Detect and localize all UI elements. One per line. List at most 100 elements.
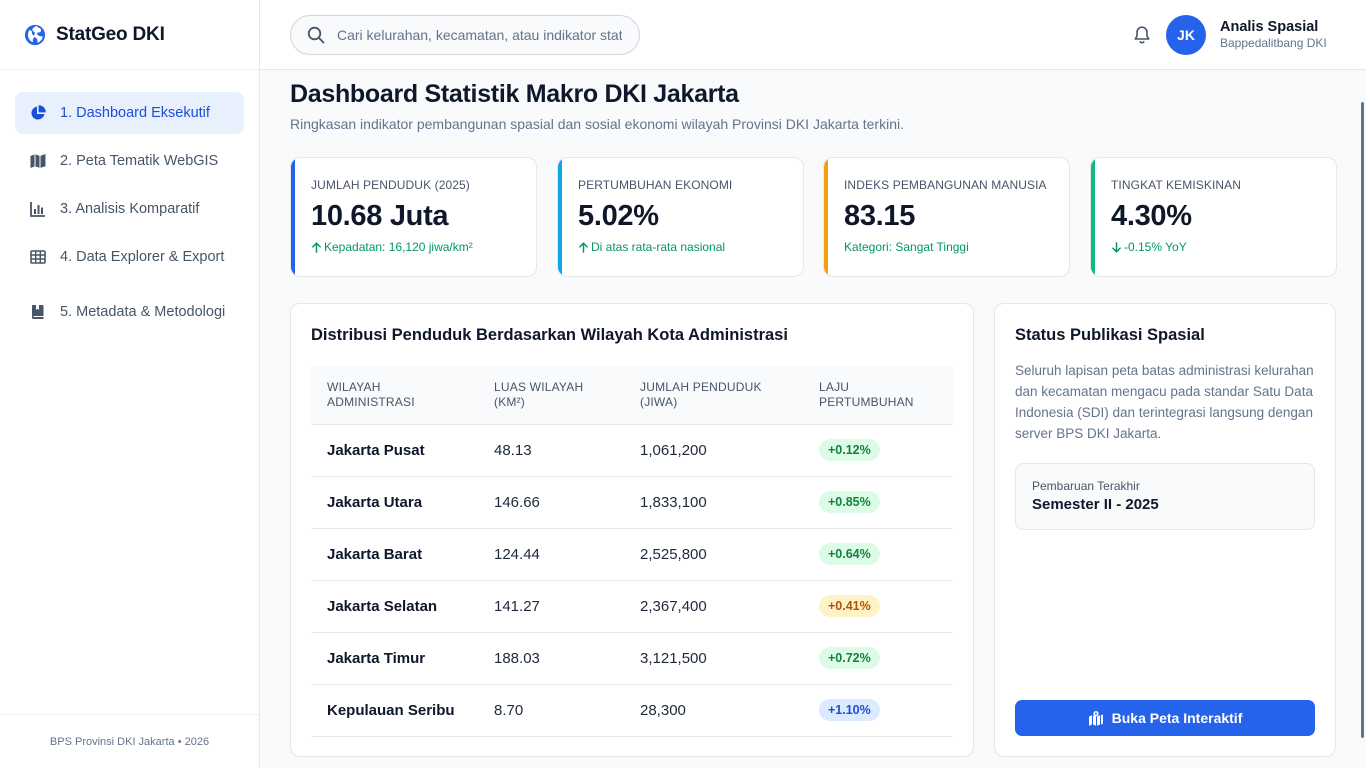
sidebar-item-label: 2. Peta Tematik WebGIS xyxy=(60,153,219,169)
search-box[interactable] xyxy=(290,15,640,55)
sidebar-item-webgis[interactable]: 2. Peta Tematik WebGIS xyxy=(15,140,244,182)
user-organization: Bappedalitbang DKI xyxy=(1220,36,1327,50)
globe-icon xyxy=(24,24,46,45)
book-icon xyxy=(32,305,44,319)
growth-badge: +0.12% xyxy=(819,439,880,461)
last-update-label: Pembaruan Terakhir xyxy=(1032,479,1140,493)
sidebar: StatGeo DKI 1. Dashboard Eksekutif 2. Pe… xyxy=(0,0,260,768)
main-content: Dashboard Statistik Makro DKI Jakarta Ri… xyxy=(260,70,1366,768)
table-header-row: WILAYAH ADMINISTRASI LUAS WILAYAH (KM²) JU… xyxy=(311,366,953,424)
population-cell: 3,121,500 xyxy=(624,631,803,684)
kpi-card-economic-growth: PERTUMBUHAN EKONOMI 5.02% Di atas rata-r… xyxy=(557,157,804,277)
distribution-card: Distribusi Penduduk Berdasarkan Wilayah … xyxy=(290,303,974,757)
table-icon xyxy=(30,250,46,264)
status-description: Seluruh lapisan peta batas administrasi … xyxy=(1015,363,1314,441)
growth-cell: +0.85% xyxy=(803,475,953,528)
area-cell: 48.13 xyxy=(478,423,624,476)
kpi-value: 4.30% xyxy=(1111,200,1192,232)
status-title: Status Publikasi Spasial xyxy=(1015,326,1205,344)
region-cell: Jakarta Barat xyxy=(311,527,478,580)
region-cell: Jakarta Timur xyxy=(311,631,478,684)
sidebar-item-label: 3. Analisis Komparatif xyxy=(60,201,200,217)
table-row[interactable]: Jakarta Barat 124.44 2,525,800 +0.64% xyxy=(311,527,953,580)
area-cell: 188.03 xyxy=(478,631,624,684)
region-cell: Jakarta Utara xyxy=(311,475,478,528)
scrollbar[interactable] xyxy=(1361,102,1364,738)
growth-cell: +0.41% xyxy=(803,579,953,632)
table-row[interactable]: Jakarta Utara 146.66 1,833,100 +0.85% xyxy=(311,475,953,528)
sidebar-item-analysis[interactable]: 3. Analisis Komparatif xyxy=(15,188,244,230)
open-interactive-map-button[interactable]: Buka Peta Interaktif xyxy=(1015,700,1315,736)
column-header-area[interactable]: LUAS WILAYAH (KM²) xyxy=(494,379,584,409)
area-cell: 8.70 xyxy=(478,683,624,737)
sidebar-item-label: 5. Metadata & Metodologi xyxy=(60,304,226,320)
growth-badge: +0.64% xyxy=(819,543,880,565)
pie-chart-icon xyxy=(31,105,46,120)
kpi-note-text: Di atas rata-rata nasional xyxy=(591,240,726,254)
notification-bell-icon[interactable] xyxy=(1132,25,1152,45)
growth-badge: +0.41% xyxy=(819,595,880,617)
kpi-value: 83.15 xyxy=(844,200,916,232)
population-cell: 2,525,800 xyxy=(624,527,803,580)
last-update-box: Pembaruan Terakhir Semester II - 2025 xyxy=(1015,463,1315,530)
publication-status-card: Status Publikasi Spasial Seluruh lapisan… xyxy=(994,303,1336,757)
kpi-note: Kategori: Sangat Tinggi xyxy=(844,240,1069,254)
distribution-title: Distribusi Penduduk Berdasarkan Wilayah … xyxy=(311,326,788,344)
kpi-note: -0.15% YoY xyxy=(1111,240,1336,254)
growth-badge: +1.10% xyxy=(819,699,880,721)
area-cell: 141.27 xyxy=(478,579,624,632)
region-cell: Jakarta Pusat xyxy=(311,423,478,476)
kpi-card-population: JUMLAH PENDUDUK (2025) 10.68 Juta Kepada… xyxy=(290,157,537,277)
kpi-note-text: Kepadatan: 16,120 jiwa/km² xyxy=(324,240,473,254)
sidebar-item-label: 1. Dashboard Eksekutif xyxy=(60,105,210,121)
page-subtitle: Ringkasan indikator pembangunan spasial … xyxy=(290,116,904,132)
kpi-value: 10.68 Juta xyxy=(311,200,449,232)
population-cell: 1,833,100 xyxy=(624,475,803,528)
region-cell: Jakarta Selatan xyxy=(311,579,478,632)
search-icon xyxy=(307,26,325,44)
region-cell: Kepulauan Seribu xyxy=(311,683,478,737)
kpi-card-hdi: INDEKS PEMBANGUNAN MANUSIA 83.15 Kategor… xyxy=(823,157,1070,277)
map-icon xyxy=(1088,711,1103,726)
sidebar-item-label: 4. Data Explorer & Export xyxy=(60,249,225,265)
population-cell: 28,300 xyxy=(624,683,803,737)
sidebar-item-data-explorer[interactable]: 4. Data Explorer & Export xyxy=(15,236,244,278)
sidebar-nav: 1. Dashboard Eksekutif 2. Peta Tematik W… xyxy=(0,70,259,340)
last-update-value: Semester II - 2025 xyxy=(1032,496,1159,513)
search-input[interactable] xyxy=(337,27,622,43)
bar-chart-icon xyxy=(30,202,45,217)
sidebar-item-metadata[interactable]: 5. Metadata & Metodologi xyxy=(15,284,244,340)
population-cell: 2,367,400 xyxy=(624,579,803,632)
growth-cell: +0.64% xyxy=(803,527,953,580)
table-row[interactable]: Jakarta Timur 188.03 3,121,500 +0.72% xyxy=(311,631,953,684)
page-title: Dashboard Statistik Makro DKI Jakarta xyxy=(290,80,739,108)
growth-cell: +0.72% xyxy=(803,631,953,684)
arrow-down-icon xyxy=(1112,241,1121,253)
column-header-growth[interactable]: LAJU PERTUMBUHAN xyxy=(819,379,914,409)
kpi-label: TINGKAT KEMISKINAN xyxy=(1111,178,1242,192)
avatar[interactable]: JK xyxy=(1166,15,1206,55)
kpi-label: PERTUMBUHAN EKONOMI xyxy=(578,178,733,192)
arrow-up-icon xyxy=(579,241,588,253)
kpi-label: INDEKS PEMBANGUNAN MANUSIA xyxy=(844,178,1047,192)
sidebar-footer: BPS Provinsi DKI Jakarta • 2026 xyxy=(0,714,259,768)
user-info[interactable]: Analis Spasial Bappedalitbang DKI xyxy=(1220,19,1327,50)
brand[interactable]: StatGeo DKI xyxy=(0,0,259,70)
growth-cell: +1.10% xyxy=(803,683,953,737)
kpi-value: 5.02% xyxy=(578,200,659,232)
sidebar-item-dashboard[interactable]: 1. Dashboard Eksekutif xyxy=(15,92,244,134)
column-header-population[interactable]: JUMLAH PENDUDUK (JIWA) xyxy=(640,379,762,409)
kpi-note: Di atas rata-rata nasional xyxy=(578,240,803,254)
growth-badge: +0.85% xyxy=(819,491,880,513)
user-name: Analis Spasial xyxy=(1220,19,1319,35)
table-row[interactable]: Jakarta Pusat 48.13 1,061,200 +0.12% xyxy=(311,423,953,476)
topbar: JK Analis Spasial Bappedalitbang DKI xyxy=(260,0,1366,70)
table-row[interactable]: Jakarta Selatan 141.27 2,367,400 +0.41% xyxy=(311,579,953,632)
table-row[interactable]: Kepulauan Seribu 8.70 28,300 +1.10% xyxy=(311,683,953,737)
kpi-card-poverty: TINGKAT KEMISKINAN 4.30% -0.15% YoY xyxy=(1090,157,1337,277)
kpi-note-text: Kategori: Sangat Tinggi xyxy=(844,240,969,254)
population-cell: 1,061,200 xyxy=(624,423,803,476)
arrow-up-icon xyxy=(312,241,321,253)
growth-cell: +0.12% xyxy=(803,423,953,476)
column-header-region[interactable]: WILAYAH ADMINISTRASI xyxy=(327,379,415,409)
